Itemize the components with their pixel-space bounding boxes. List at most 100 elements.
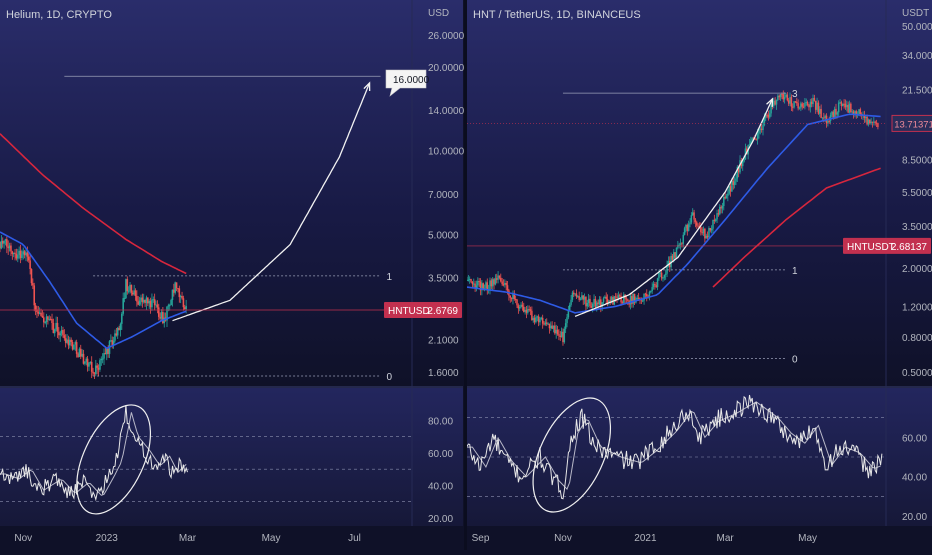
- chart-title: HNT / TetherUS, 1D, BINANCEUS: [473, 9, 641, 21]
- candle-body: [641, 300, 644, 302]
- candle-body: [52, 322, 55, 334]
- fib-level-label: 1: [792, 266, 798, 277]
- candle-body: [34, 305, 37, 310]
- rsi-highlight-ellipse[interactable]: [62, 394, 166, 525]
- x-tick-label: Jul: [348, 533, 361, 544]
- candle-body: [814, 100, 817, 110]
- candle-body: [866, 116, 868, 125]
- rsi-highlight-ellipse[interactable]: [517, 386, 626, 524]
- candle-body: [56, 322, 59, 332]
- candle-body: [679, 243, 682, 245]
- candle-body: [589, 298, 591, 307]
- projection-curve[interactable]: [574, 98, 774, 317]
- projection-arrowhead: [363, 81, 371, 91]
- candle-body: [871, 121, 874, 123]
- candle-body: [652, 283, 655, 288]
- candle-body: [568, 304, 571, 311]
- candle-body: [500, 277, 502, 282]
- candle-body: [126, 279, 129, 292]
- candle-body: [823, 117, 825, 119]
- candle-body: [551, 325, 553, 329]
- candle-body: [167, 305, 170, 307]
- candle-body: [136, 295, 138, 302]
- candle-body: [114, 333, 116, 341]
- price-tag-badge[interactable]: [384, 301, 462, 318]
- candle-body: [836, 112, 839, 115]
- x-tick-label: Nov: [554, 533, 572, 544]
- candle-body: [737, 166, 740, 173]
- projection-callout[interactable]: [385, 69, 427, 97]
- candle-body: [766, 114, 768, 116]
- candle-body: [1, 240, 4, 244]
- candle-body: [623, 294, 625, 304]
- candle-body: [179, 295, 182, 298]
- x-tick-label: May: [262, 533, 281, 544]
- candle-body: [739, 160, 741, 173]
- candle-body: [720, 206, 722, 209]
- candle-body: [491, 279, 494, 287]
- candle-body: [793, 101, 795, 108]
- candle-body: [731, 180, 733, 192]
- candle-body: [84, 361, 86, 364]
- candle-body: [494, 278, 497, 285]
- candle-body: [90, 361, 93, 372]
- candle-body: [540, 317, 543, 319]
- projection-curve[interactable]: [172, 82, 371, 322]
- y-tick-label: 10.0000: [428, 147, 465, 158]
- candle-body: [605, 296, 607, 299]
- candle-body: [140, 297, 142, 301]
- candle-body: [88, 363, 90, 367]
- candle-body: [874, 121, 876, 123]
- candle-body: [724, 196, 726, 199]
- candle-body: [621, 302, 624, 304]
- candle-body: [701, 232, 703, 234]
- candle-body: [636, 297, 639, 299]
- candle-body: [864, 116, 867, 119]
- price-pane-background: [467, 0, 932, 386]
- candle-body: [790, 97, 793, 107]
- candle-body: [4, 239, 7, 241]
- candle-body: [650, 291, 652, 293]
- candle-body: [846, 105, 848, 108]
- candle-body: [77, 353, 79, 358]
- candle-body: [681, 243, 683, 245]
- last-price-badge[interactable]: [891, 114, 932, 132]
- candle-body: [582, 295, 584, 300]
- candle-body: [760, 128, 763, 131]
- candle-body: [99, 360, 101, 370]
- candle-body: [504, 283, 506, 285]
- candle-body: [600, 299, 602, 307]
- candle-body: [637, 297, 640, 299]
- candle-body: [467, 279, 470, 281]
- rsi-pane-background: [467, 388, 932, 526]
- candle-body: [644, 293, 647, 295]
- candle-body: [62, 330, 64, 336]
- candle-body: [810, 101, 813, 105]
- candle-body: [60, 330, 63, 334]
- candle-body: [151, 299, 153, 308]
- candle-body: [717, 213, 720, 215]
- candle-body: [648, 291, 651, 298]
- candle-body: [550, 325, 552, 329]
- candle-body: [485, 282, 487, 289]
- x-tick-label: May: [798, 533, 817, 544]
- price-tag-symbol: HNTUSD: [388, 306, 430, 317]
- candle-body: [702, 228, 705, 234]
- candle-body: [510, 297, 513, 300]
- candle-body: [670, 255, 672, 268]
- candle-body: [43, 317, 45, 323]
- candle-body: [593, 298, 595, 304]
- candle-body: [11, 251, 14, 255]
- candle-body: [82, 353, 85, 364]
- candle-body: [777, 95, 779, 100]
- rsi-tick-label: 40.00: [902, 473, 927, 484]
- price-tag-badge[interactable]: [843, 237, 931, 254]
- candle-body: [473, 283, 475, 285]
- candle-body: [643, 293, 645, 301]
- panel-divider[interactable]: [464, 0, 467, 550]
- y-tick-label: 3.5000: [428, 274, 459, 285]
- candle-body: [0, 240, 3, 249]
- candle-body: [536, 316, 539, 318]
- candle-body: [8, 245, 11, 249]
